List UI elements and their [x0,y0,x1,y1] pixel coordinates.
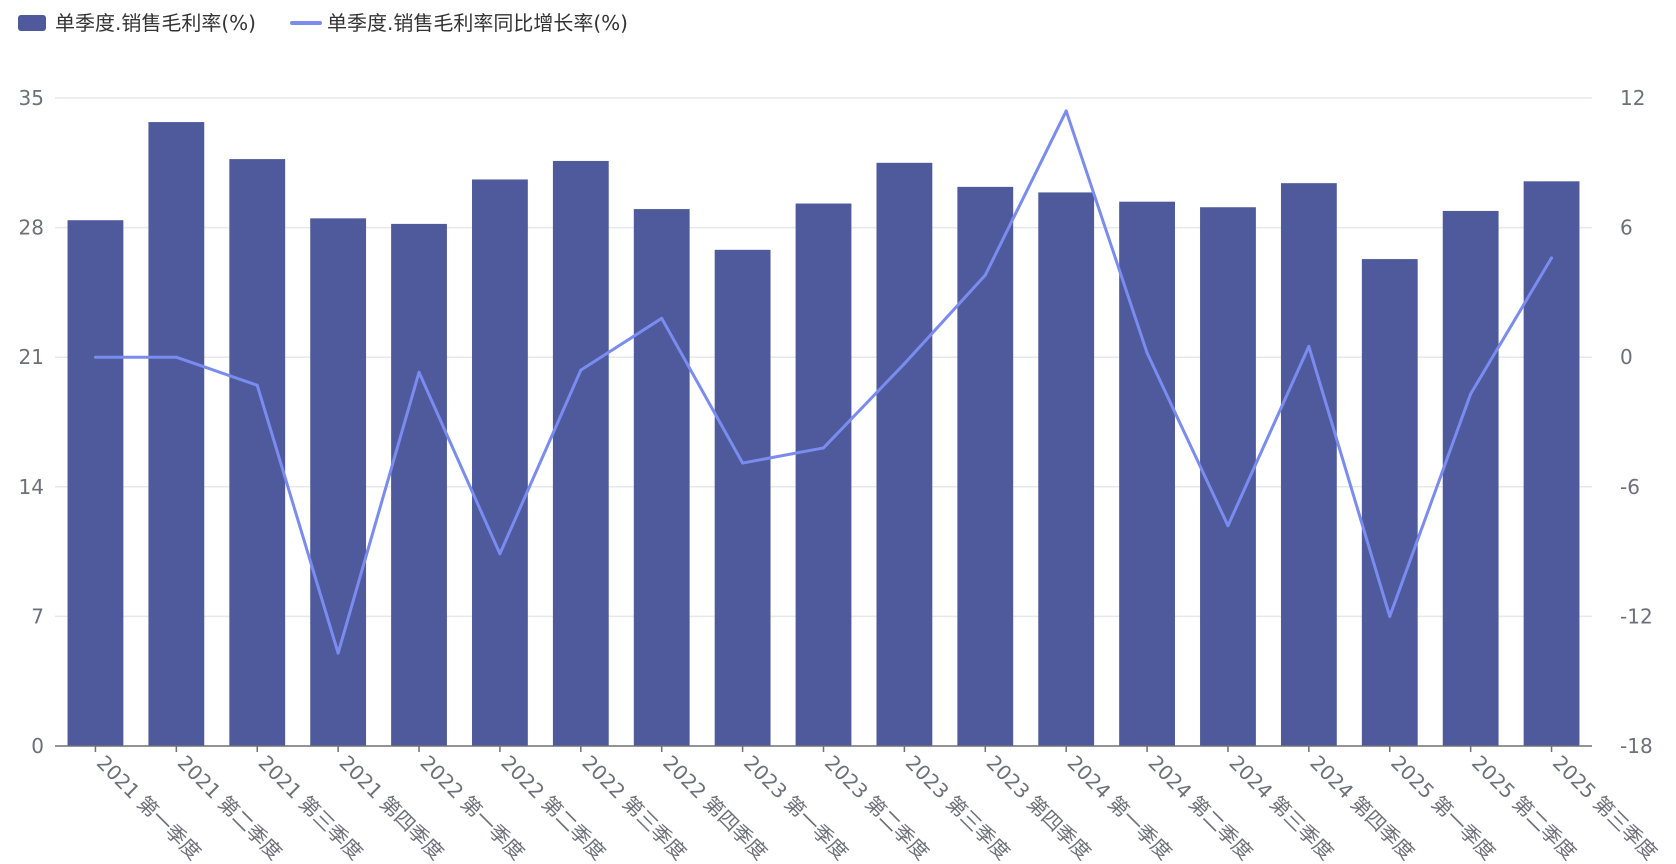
bar [67,220,124,747]
left-y-tick-label: 14 [19,475,44,499]
line-point [1226,524,1230,528]
line-point [822,446,825,450]
left-y-tick-label: 0 [31,734,44,758]
line-point [174,355,178,359]
left-y-tick-label: 28 [19,216,44,240]
legend-item-bar-series[interactable]: 单季度.销售毛利率(%) [18,11,256,35]
bar [633,209,690,747]
left-y-tick-label: 35 [19,86,44,110]
right-y-axis: -18 -12 -6 0 6 12 [1620,86,1653,758]
left-y-tick-label: 7 [31,604,44,628]
bar [1523,181,1580,747]
line-series [93,109,1554,655]
bar [310,218,367,747]
left-y-axis: 0 7 14 21 28 35 [19,86,44,758]
bar [1442,210,1499,747]
line-point [1307,344,1311,348]
bar [795,203,852,746]
right-y-tick-label: -12 [1620,604,1653,628]
bar [552,160,609,746]
line-point [93,355,97,359]
line-point [660,316,664,320]
right-y-tick-label: 0 [1620,345,1633,369]
bar-series [67,122,1580,747]
line-point [498,552,502,556]
bar [472,179,528,746]
bar [391,223,447,746]
bar [1200,207,1256,747]
right-y-tick-label: 6 [1620,216,1633,240]
line-point [579,368,583,372]
legend: 单季度.销售毛利率(%) 单季度.销售毛利率同比增长率(%) [18,11,628,35]
bar [148,122,205,746]
right-y-tick-label: -6 [1620,475,1640,499]
line-point [336,651,340,655]
line-point [1145,351,1149,355]
line-point [983,273,987,277]
bar [1361,259,1418,746]
bar [957,186,1014,746]
right-y-tick-label: -18 [1620,734,1653,758]
bar [1280,183,1337,746]
legend-line-label: 单季度.销售毛利率同比增长率(%) [327,11,628,35]
line-point [1550,256,1554,260]
legend-bar-swatch [18,15,46,31]
bar [229,159,286,746]
line-point [741,461,745,465]
legend-bar-label: 单季度.销售毛利率(%) [55,11,256,35]
line-point [1469,392,1473,396]
left-y-tick-label: 21 [19,345,44,369]
legend-item-line-series[interactable]: 单季度.销售毛利率同比增长率(%) [290,11,628,35]
bar [714,249,771,746]
bar [1038,192,1095,746]
bar [1119,201,1175,746]
line-point [902,362,906,366]
bar [876,162,933,747]
line-point [255,383,259,387]
line-point [417,370,421,374]
line-point [1388,614,1392,618]
line-point [1064,109,1068,113]
right-y-tick-label: 12 [1620,86,1645,110]
